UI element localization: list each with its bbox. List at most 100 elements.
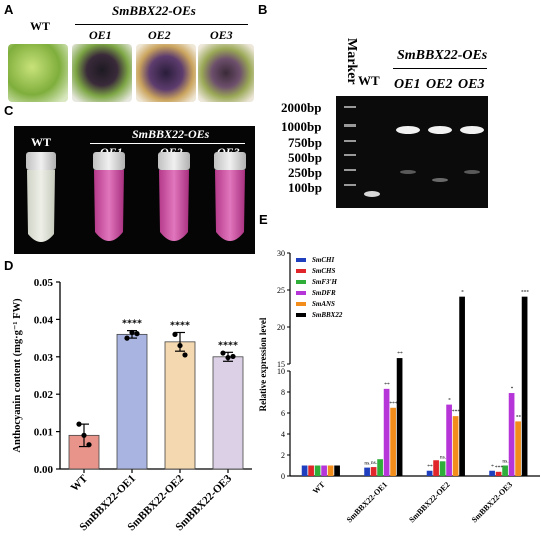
bar [396, 358, 403, 476]
data-point [129, 329, 135, 336]
data-point [182, 352, 188, 358]
y-tick-label: 4 [281, 430, 285, 439]
legend-label: SmANS [312, 300, 335, 308]
legend-swatch [296, 302, 306, 306]
significance-label: *** [389, 401, 398, 407]
x-tick-label: WT [311, 480, 327, 496]
panel-a-oe1-label: OE1 [89, 28, 112, 42]
x-tick-label: SmBBX22-OE2 [407, 480, 451, 524]
data-point [76, 421, 82, 427]
data-point [225, 354, 231, 361]
legend-swatch [296, 313, 306, 317]
significance-label: ns. [502, 459, 509, 465]
bar [334, 465, 340, 476]
bar [439, 461, 446, 476]
panel-e-label: E [259, 212, 268, 227]
y-tick-label: 0.03 [34, 352, 54, 364]
panel-b-oe3-label: OE3 [458, 77, 485, 92]
oe3-band [460, 126, 484, 134]
ladder-250-label: 250bp [288, 165, 322, 180]
oe1-band [396, 126, 420, 134]
panel-b-wt-label: WT [358, 73, 380, 88]
bar [433, 460, 439, 476]
significance-label: * [491, 464, 494, 470]
panel-c-wt-label: WT [31, 135, 52, 149]
oe2-band [428, 126, 452, 134]
bar [390, 407, 396, 476]
significance-label: * [448, 398, 451, 404]
significance-label: ns. [364, 461, 371, 467]
significance-label: *** [452, 409, 461, 415]
panel-a-label: A [4, 2, 14, 17]
panel-d-label: D [4, 258, 14, 273]
significance-label: * [461, 290, 464, 296]
bar [383, 388, 390, 476]
gel-bands [344, 106, 484, 197]
panel-a-oe3-label: OE3 [210, 28, 233, 42]
y-tick-label: 20 [277, 323, 285, 332]
anthocyanin-chart: 0.00 0.01 0.02 0.03 0.04 0.05 Anthocyanin con… [12, 277, 252, 533]
bar [212, 356, 244, 470]
y-tick-label: 0 [281, 472, 285, 481]
bar [521, 296, 528, 476]
panel-b-group-line [393, 68, 487, 69]
oe1-tube [93, 152, 125, 241]
panel-a-wt-label: WT [30, 19, 51, 33]
gel-image [336, 96, 488, 208]
bar [508, 393, 515, 476]
wt-tube [26, 152, 56, 242]
x-tick-label: WT [69, 472, 91, 494]
oe1-callus-photo [72, 44, 132, 102]
data-point [134, 331, 140, 337]
marker-band [344, 124, 356, 127]
oe-minor-band [464, 170, 480, 174]
data-point [230, 353, 236, 360]
bar [327, 465, 334, 476]
marker-band [344, 169, 356, 171]
bar [452, 416, 459, 476]
bar [321, 465, 327, 476]
panel-a-group-line [75, 24, 248, 25]
bar [116, 333, 148, 470]
wt-callus-photo [8, 44, 68, 102]
legend-swatch [296, 258, 306, 262]
y-tick-label: 2 [281, 451, 285, 460]
panel-b-group-label: SmBBX22-OEs [397, 48, 488, 63]
bar [164, 341, 196, 470]
y-tick-label: 15 [277, 360, 285, 369]
y-tick-label: 6 [281, 409, 285, 418]
ladder-100-label: 100bp [288, 180, 322, 195]
marker-band [344, 106, 356, 108]
bar [364, 467, 370, 476]
data-point [172, 331, 178, 337]
y-axis-label: Relative expression level [258, 317, 268, 411]
y-tick-label: 0.02 [34, 389, 54, 401]
significance-label: ** [427, 464, 433, 470]
bar [502, 465, 508, 476]
panel-c-group-line [90, 143, 245, 144]
data-point [177, 342, 183, 349]
legend-swatch [296, 280, 306, 284]
oe2-tube [158, 152, 190, 241]
data-point [86, 442, 92, 448]
bar [377, 459, 383, 476]
bar [446, 404, 452, 476]
data-point [124, 335, 130, 341]
bar [515, 421, 521, 476]
significance-label: ** [384, 382, 390, 388]
marker-band [344, 184, 356, 186]
marker-label: Marker [344, 38, 359, 85]
significance-label: ns. [371, 460, 378, 466]
significance-label: **** [218, 340, 238, 351]
significance-label: ** [516, 414, 522, 420]
oe-minor-band [400, 170, 416, 174]
y-tick-label: 0.01 [34, 427, 53, 439]
significance-label: **** [170, 320, 190, 331]
bar [308, 465, 314, 476]
legend-label: SmCHS [312, 267, 335, 275]
ladder-750-label: 750bp [288, 135, 322, 150]
ladder-500-label: 500bp [288, 150, 322, 165]
x-tick-label: SmBBX22-OE3 [470, 480, 514, 524]
panel-a-oe2-label: OE2 [148, 28, 171, 42]
